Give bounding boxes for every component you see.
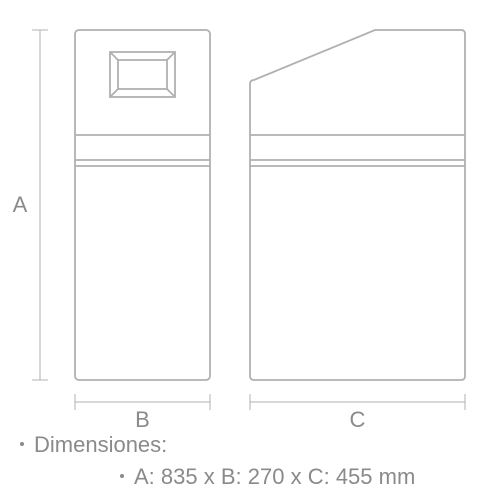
svg-text:B: B xyxy=(135,407,150,430)
caption-values-line: A: 835 x B: 270 x C: 455 mm xyxy=(0,464,500,490)
dimensional-svg: A B C xyxy=(0,0,500,430)
caption-block: Dimensiones: A: 835 x B: 270 x C: 455 mm xyxy=(0,432,500,490)
diagram-container: A B C Dimensiones: A: 835 x B: 270 x C: 45… xyxy=(0,0,500,502)
bullet-icon xyxy=(20,442,24,446)
caption-title: Dimensiones: xyxy=(34,432,167,457)
caption-values: A: 835 x B: 270 x C: 455 mm xyxy=(134,464,415,489)
caption-title-line: Dimensiones: xyxy=(0,432,500,458)
svg-text:A: A xyxy=(13,192,28,217)
bullet-icon xyxy=(120,474,124,478)
svg-text:C: C xyxy=(350,407,366,430)
